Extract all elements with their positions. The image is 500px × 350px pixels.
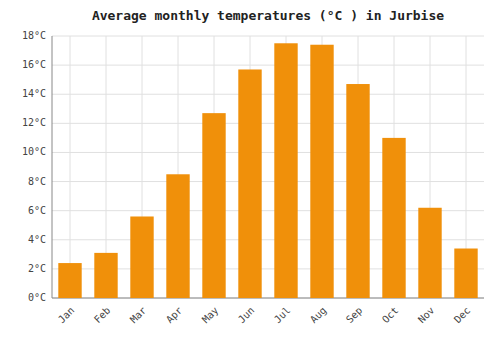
x-tick-label: Aug: [308, 305, 329, 326]
y-tick-label: 16°C: [22, 59, 46, 70]
x-tick-label: Jul: [272, 305, 293, 326]
y-tick-label: 2°C: [28, 263, 46, 274]
y-tick-label: 8°C: [28, 176, 46, 187]
grid: [52, 36, 484, 298]
x-tick-label: May: [200, 305, 221, 326]
bars: [58, 43, 477, 298]
y-axis-line: [52, 36, 53, 298]
y-grid-line: [52, 65, 484, 66]
y-tick-label: 6°C: [28, 205, 46, 216]
y-grid-line: [52, 181, 484, 182]
bar: [94, 253, 117, 298]
bar: [274, 43, 297, 298]
bar: [310, 45, 333, 298]
title: Average monthly temperatures (°C ) in Ju…: [92, 8, 444, 23]
x-tick-label: Apr: [164, 305, 185, 326]
y-tick-label: 10°C: [22, 146, 46, 157]
x-tick-label: Sep: [344, 305, 365, 326]
x-tick-label: Feb: [92, 305, 113, 326]
bar: [346, 84, 369, 298]
bar: [418, 208, 441, 298]
x-tick-label: Oct: [380, 305, 401, 326]
bar: [58, 263, 81, 298]
bar: [238, 69, 261, 298]
bar: [130, 216, 153, 298]
y-tick-label: 14°C: [22, 88, 46, 99]
x-tick-label: Nov: [416, 305, 437, 326]
chart-container: 0°C 2°C 4°C 6°C 8°C 10°C 12°C 14°C 16°C 18°C Jan Fe…: [0, 0, 500, 350]
chart-svg: 0°C 2°C 4°C 6°C 8°C 10°C 12°C 14°C 16°C 18°C Jan Fe…: [0, 0, 500, 350]
bar: [202, 113, 225, 298]
y-grid-line: [52, 123, 484, 124]
x-tick-label: Dec: [452, 305, 473, 326]
x-tick-label: Jun: [236, 305, 257, 326]
y-grid-line: [52, 94, 484, 95]
bar: [382, 138, 405, 298]
y-grid-line: [52, 152, 484, 153]
axes: 0°C 2°C 4°C 6°C 8°C 10°C 12°C 14°C 16°C 18°C Jan Fe…: [22, 30, 484, 325]
x-tick-label: Mar: [128, 305, 149, 326]
x-grid-line: [70, 36, 71, 298]
y-tick-label: 12°C: [22, 117, 46, 128]
bar: [454, 249, 477, 298]
y-grid-line: [52, 36, 484, 37]
bar: [166, 174, 189, 298]
y-tick-label: 4°C: [28, 234, 46, 245]
y-tick-label: 18°C: [22, 30, 46, 41]
x-tick-label: Jan: [56, 305, 77, 326]
y-tick-label: 0°C: [28, 292, 46, 303]
